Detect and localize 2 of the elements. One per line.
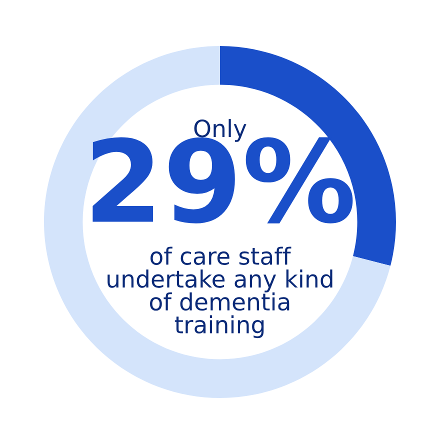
text: of care staff undertake any kind of dementia training <box>108 246 332 338</box>
donut-slice <box>44 46 390 398</box>
